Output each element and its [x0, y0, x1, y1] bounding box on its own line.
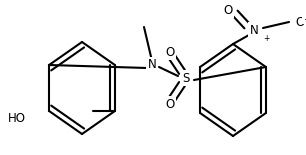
- Text: N: N: [147, 58, 156, 71]
- Text: +: +: [263, 34, 269, 43]
- Text: −: −: [303, 14, 306, 23]
- Text: HO: HO: [8, 111, 26, 124]
- Text: O: O: [295, 16, 304, 29]
- Text: O: O: [165, 97, 175, 111]
- Text: S: S: [182, 71, 190, 84]
- Text: N: N: [250, 24, 258, 36]
- Text: O: O: [223, 4, 233, 16]
- Text: O: O: [165, 46, 175, 58]
